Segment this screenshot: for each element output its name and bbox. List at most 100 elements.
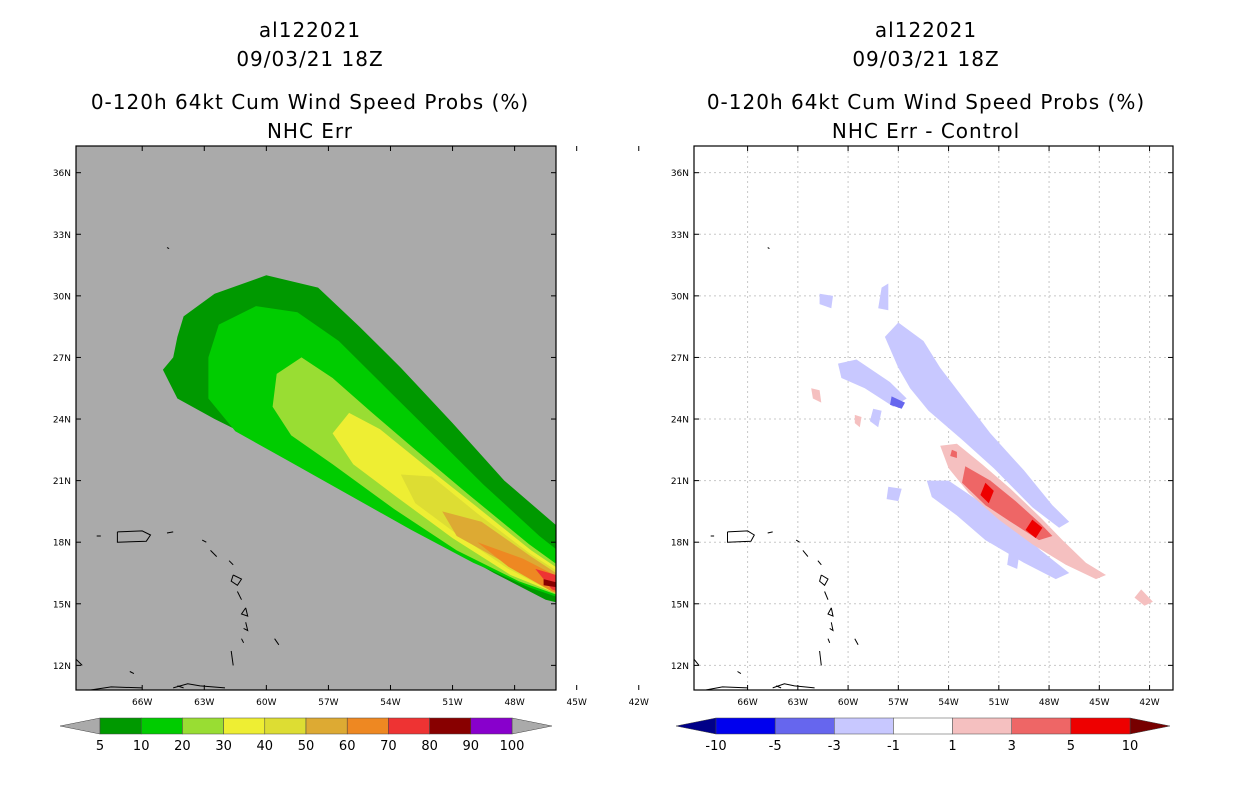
colorbar-swatch (1011, 717, 1072, 735)
map-frame (75, 145, 557, 691)
coastline (705, 686, 748, 690)
y-tick-label: 24N (671, 416, 689, 426)
x-tick-label: 45W (567, 698, 587, 708)
contour-neg1 (819, 293, 833, 309)
coastline (824, 591, 829, 600)
coastline (129, 671, 135, 675)
right-chart-title: 0-120h 64kt Cum Wind Speed Probs (%) (706, 90, 1146, 114)
colorbar-over-arrow (511, 717, 553, 735)
colorbar-label: 3 (1008, 739, 1016, 754)
coastline (243, 622, 249, 632)
y-tick-label: 15N (53, 600, 71, 610)
colorbar-under-arrow (675, 717, 717, 735)
contour-neg1 (926, 480, 1070, 580)
colorbar-under-arrow (59, 717, 101, 735)
y-tick-label: 27N (53, 354, 71, 364)
y-tick-label: 33N (53, 231, 71, 241)
contour-5 (1025, 519, 1043, 539)
contour-neg1 (838, 359, 907, 407)
colorbar-right: -10 -5 -3 -1 1 3 5 10 (675, 717, 1171, 754)
right-storm-id: al122021 (874, 18, 978, 42)
map-background (694, 146, 1173, 690)
colorbar-over-arrow (1129, 717, 1171, 735)
right-chart-subtitle: NHC Err - Control (831, 119, 1021, 143)
right-date: 09/03/21 18Z (852, 47, 1000, 71)
y-tick-label: 21N (671, 477, 689, 487)
colorbar-swatch (952, 717, 1012, 735)
contour-80 (579, 592, 610, 606)
coastline (201, 539, 207, 543)
y-tick-label: 18N (53, 539, 71, 549)
y-tick-label: 30N (53, 292, 71, 302)
x-tick-label: 48W (504, 698, 524, 708)
x-tick-label: 66W (737, 698, 757, 708)
coastline (240, 607, 249, 617)
coastline (236, 591, 242, 600)
coastline (767, 247, 770, 250)
colorbar-swatch (429, 717, 472, 735)
coastline (116, 530, 152, 543)
x-tick-label: 60W (256, 698, 276, 708)
y-tick-label: 15N (671, 600, 689, 610)
coastline (775, 685, 782, 689)
colorbar-label: 10 (133, 739, 150, 754)
x-tick-label: 51W (989, 698, 1009, 708)
colorbar-label: 30 (215, 739, 232, 754)
coastline (767, 531, 773, 534)
colorbar-label: 40 (257, 739, 274, 754)
contour-90 (595, 600, 620, 605)
coastline (173, 683, 226, 689)
contour-3 (950, 449, 957, 458)
contour-1 (854, 414, 862, 428)
map-content (694, 146, 1173, 690)
coastline (829, 622, 834, 632)
x-tick-label: 63W (194, 698, 214, 708)
colorbar-swatch (305, 717, 348, 735)
colorbar-swatch (140, 717, 183, 735)
colorbar-swatch (834, 717, 894, 735)
y-tick-label: 12N (671, 662, 689, 672)
map-frame (693, 145, 1174, 691)
colorbar-label: 1 (948, 739, 956, 754)
coastline (166, 247, 170, 250)
colorbar-label: 5 (96, 739, 104, 754)
coastline (827, 607, 834, 617)
x-tick-label: 57W (888, 698, 908, 708)
colorbar-label: 50 (298, 739, 315, 754)
y-tick-label: 36N (671, 169, 689, 179)
coastline (166, 531, 174, 534)
contour-1 (1134, 589, 1153, 606)
y-tick-label: 36N (53, 169, 71, 179)
colorbar-label: 60 (339, 739, 356, 754)
coastline (819, 574, 829, 587)
colorbar-label: -3 (828, 739, 841, 754)
left-chart-title: 0-120h 64kt Cum Wind Speed Probs (%) (90, 90, 530, 114)
coastline (694, 658, 700, 666)
x-tick-label: 60W (838, 698, 858, 708)
coastline (230, 650, 234, 666)
left-chart-subtitle: NHC Err (266, 119, 354, 143)
colorbar-swatch (264, 717, 307, 735)
coastline (76, 658, 83, 666)
contour-neg1 (878, 283, 889, 311)
coastline (802, 550, 809, 557)
y-tick-label: 30N (671, 292, 689, 302)
x-tick-label: 57W (318, 698, 338, 708)
colorbar-label: 10 (1122, 739, 1139, 754)
x-tick-label: 51W (442, 698, 462, 708)
coastline (854, 638, 859, 646)
map-panel-left: 66W 63W 60W 57W 54W 51W 48W 45W 42W 36N 33N 30N 27N 2… (53, 145, 649, 708)
colorbar-swatch (893, 717, 953, 735)
colorbar-swatch (388, 717, 430, 735)
x-tick-label: 48W (1039, 698, 1059, 708)
coastline (827, 638, 831, 643)
colorbar-swatch (182, 717, 224, 735)
contour-neg1 (886, 486, 902, 502)
coastline (210, 550, 218, 557)
coastline (177, 685, 184, 689)
colorbar-label: -1 (887, 739, 900, 754)
colorbar-label: 70 (380, 739, 397, 754)
map-panel-right: 66W 63W 60W 57W 54W 51W 48W 45W 42W 36N 33N 30N 27N 2… (671, 145, 1174, 708)
y-tick-label: 21N (53, 477, 71, 487)
